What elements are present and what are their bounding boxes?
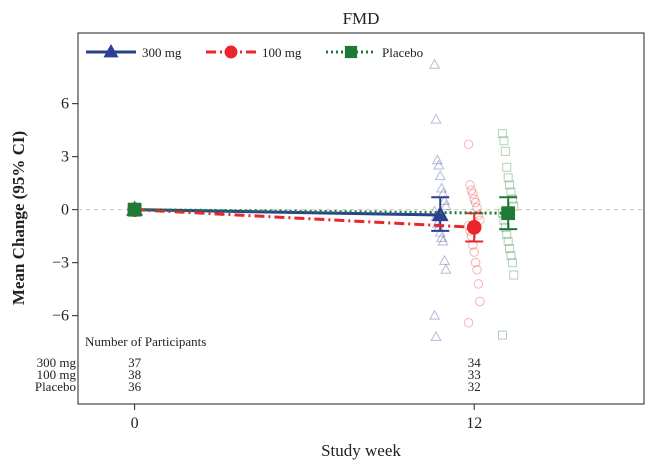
individual-point [436, 231, 448, 242]
x-tick-label: 0 [131, 415, 139, 432]
individual-point [507, 258, 517, 268]
participants-count: 38 [128, 367, 141, 382]
individual-point [498, 129, 507, 139]
individual-point [431, 154, 444, 165]
individual-point [506, 187, 516, 197]
individual-point [433, 159, 445, 170]
series-line [134, 208, 509, 215]
series-layer [126, 196, 518, 243]
legend-label: 300 mg [142, 45, 182, 60]
x-tick-label: 12 [466, 415, 482, 432]
individual-point [463, 317, 474, 328]
individual-point [468, 189, 478, 199]
participants-count: 34 [468, 355, 482, 370]
individual-point [503, 236, 513, 246]
individual-point [437, 235, 449, 246]
legend-marker [103, 43, 119, 58]
participants-count: 36 [128, 379, 142, 394]
participants-heading: Number of Participants [85, 334, 206, 349]
individual-point [469, 194, 479, 204]
individual-point [505, 180, 515, 190]
individual-points-layer [428, 58, 519, 341]
individual-point [505, 244, 515, 254]
individual-point [463, 139, 474, 150]
participants-row-label: 100 mg [37, 367, 77, 382]
mean-point [501, 206, 516, 221]
individual-point [500, 222, 510, 232]
individual-point [438, 194, 451, 205]
individual-point [500, 146, 510, 156]
individual-point [506, 251, 516, 261]
individual-point [428, 58, 441, 69]
individual-point [502, 229, 512, 239]
series-line [134, 208, 475, 229]
participants-row-label: Placebo [35, 379, 76, 394]
individual-point [509, 270, 519, 280]
individual-point [469, 247, 479, 257]
individual-point [438, 254, 451, 265]
individual-point [472, 264, 482, 275]
participants-count: 37 [128, 355, 142, 370]
individual-point [466, 185, 477, 195]
individual-point [475, 296, 485, 307]
y-tick-label: 3 [61, 149, 69, 166]
individual-point [472, 203, 482, 213]
participants-row-label: 300 mg [37, 355, 77, 370]
participants-table: Number of Participants 300 mg 37 34 100 mg 38… [35, 334, 481, 394]
y-axis-label: Mean Change (95% CI) [9, 131, 28, 305]
legend-label: Placebo [382, 45, 423, 60]
chart-title: FMD [343, 9, 380, 28]
y-tick-label: 0 [61, 202, 69, 219]
participants-count: 33 [468, 367, 481, 382]
individual-point [437, 187, 449, 198]
legend: 300 mg 100 mg Placebo [86, 43, 423, 60]
individual-point [470, 257, 481, 268]
individual-point [436, 182, 448, 193]
individual-point [499, 136, 509, 146]
legend-label: 100 mg [262, 45, 302, 60]
y-tick-label: 6 [61, 96, 69, 113]
legend-marker [224, 45, 238, 59]
individual-point [470, 197, 481, 208]
legend-marker [344, 45, 358, 59]
mean-point [466, 220, 482, 235]
individual-point [430, 330, 442, 341]
individual-point [434, 170, 446, 181]
axis-layer: 6 3 0 −3 −6 0 12 [52, 96, 482, 432]
individual-point [440, 263, 452, 274]
mean-point [127, 202, 142, 217]
x-axis-label: Study week [321, 441, 401, 460]
individual-point [503, 173, 513, 183]
participants-count: 32 [468, 379, 481, 394]
individual-point [465, 180, 475, 190]
individual-point [502, 162, 512, 172]
individual-point [498, 330, 507, 340]
plot-frame [77, 32, 645, 405]
individual-point [430, 113, 442, 124]
individual-point [428, 309, 441, 320]
y-tick-label: −6 [52, 308, 69, 325]
y-tick-label: −3 [52, 255, 69, 272]
individual-point [440, 200, 452, 211]
individual-point [473, 279, 484, 289]
individual-point [434, 226, 446, 237]
